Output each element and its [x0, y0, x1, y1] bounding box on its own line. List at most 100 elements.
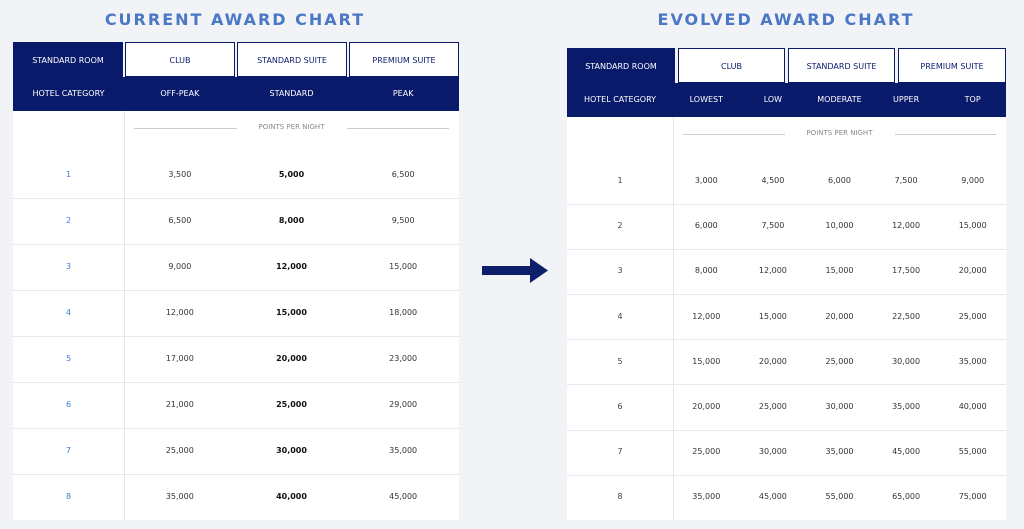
points-cell: 6,000: [694, 221, 718, 231]
category-cell: 3: [617, 266, 623, 276]
column-header: HOTEL CATEGORY: [583, 95, 657, 104]
category-cell: 7: [617, 447, 623, 457]
column-divider: [124, 111, 125, 520]
row-divider: [567, 474, 1006, 476]
points-cell: 25,000: [276, 400, 307, 409]
points-cell: 9,000: [168, 262, 192, 271]
points-cell: 29,000: [389, 400, 418, 409]
tab[interactable]: STANDARD SUITE: [788, 48, 895, 83]
tab[interactable]: STANDARD ROOM: [13, 42, 123, 77]
points-cell: 25,000: [165, 446, 194, 455]
points-cell: 15,000: [758, 311, 787, 321]
panel-title: EVOLVED AWARD CHART: [657, 10, 915, 29]
tab[interactable]: CLUB: [125, 42, 235, 77]
category-cell: 6: [65, 400, 72, 409]
points-cell: 40,000: [958, 402, 987, 411]
points-cell: 4,500: [761, 176, 785, 185]
table-body: [567, 83, 1006, 520]
column-header: OFF-PEAK: [160, 89, 200, 98]
points-cell: 15,000: [389, 262, 418, 271]
tab[interactable]: CLUB: [678, 48, 785, 83]
points-cell: 6,500: [391, 170, 415, 179]
points-cell: 3,500: [168, 170, 192, 179]
row-divider: [13, 382, 459, 383]
column-header: PEAK: [392, 89, 414, 98]
points-cell: 35,000: [892, 402, 921, 411]
points-cell: 12,000: [758, 266, 787, 276]
points-cell: 12,000: [692, 311, 721, 321]
points-cell: 17,000: [165, 354, 194, 363]
row-divider: [13, 198, 459, 199]
points-cell: 17,500: [892, 266, 921, 276]
category-cell: 8: [65, 492, 72, 501]
arrow: [482, 258, 548, 283]
row-divider: [13, 290, 459, 291]
points-cell: 30,000: [758, 447, 787, 457]
points-cell: 25,000: [758, 402, 787, 411]
points-cell: 20,000: [825, 311, 854, 321]
row-divider: [567, 203, 1006, 205]
points-cell: 18,000: [389, 308, 418, 317]
points-cell: 30,000: [276, 446, 307, 455]
column-header: MODERATE: [817, 95, 862, 104]
category-cell: 2: [617, 221, 623, 231]
points-cell: 55,000: [958, 447, 987, 457]
category-cell: 2: [65, 216, 72, 225]
column-header: LOW: [763, 95, 783, 104]
points-cell: 35,000: [825, 447, 854, 457]
row-divider: [13, 474, 459, 475]
points-cell: 10,000: [825, 221, 854, 231]
points-cell: 35,000: [692, 492, 721, 502]
points-cell: 25,000: [825, 356, 854, 366]
category-cell: 5: [65, 354, 72, 363]
points-cell: 12,000: [165, 308, 194, 317]
points-cell: 30,000: [825, 402, 854, 411]
tab[interactable]: STANDARD SUITE: [237, 42, 347, 77]
header-row: [13, 77, 459, 111]
row-divider: [567, 384, 1006, 386]
points-cell: 25,000: [958, 311, 987, 321]
column-divider: [673, 117, 674, 520]
points-cell: 7,500: [894, 176, 918, 185]
category-cell: 4: [617, 311, 623, 321]
points-cell: 15,000: [958, 221, 987, 231]
row-divider: [567, 248, 1006, 250]
category-cell: 6: [617, 402, 623, 411]
category-cell: 1: [617, 176, 623, 185]
row-divider: [13, 336, 459, 337]
points-cell: 20,000: [692, 402, 721, 411]
column-header: UPPER: [893, 95, 920, 104]
points-cell: 45,000: [389, 492, 418, 501]
points-cell: 20,000: [276, 354, 307, 363]
points-cell: 12,000: [892, 221, 921, 231]
category-cell: 4: [65, 308, 72, 317]
points-cell: 25,000: [692, 447, 721, 457]
points-cell: 45,000: [892, 447, 921, 457]
points-cell: 15,000: [692, 356, 721, 366]
header-row: [567, 83, 1006, 117]
points-cell: 6,000: [828, 176, 851, 185]
points-cell: 8,000: [278, 216, 305, 225]
points-cell: 65,000: [892, 492, 921, 502]
points-cell: 3,000: [694, 176, 718, 185]
subheader: POINTS PER NIGHT: [784, 130, 895, 137]
points-cell: 23,000: [389, 354, 418, 363]
tab[interactable]: PREMIUM SUITE: [349, 42, 459, 77]
panel-title: CURRENT AWARD CHART: [104, 10, 366, 29]
tab[interactable]: PREMIUM SUITE: [898, 48, 1006, 83]
points-cell: 15,000: [825, 266, 854, 276]
subheader: POINTS PER NIGHT: [236, 124, 347, 131]
points-cell: 9,000: [961, 176, 985, 185]
category-cell: 8: [617, 492, 623, 502]
points-cell: 30,000: [892, 356, 921, 366]
points-cell: 22,500: [892, 311, 921, 321]
points-cell: 55,000: [825, 492, 854, 502]
points-cell: 15,000: [276, 308, 307, 317]
points-cell: 45,000: [758, 492, 787, 502]
row-divider: [13, 244, 459, 245]
column-header: STANDARD: [269, 89, 314, 98]
tab[interactable]: STANDARD ROOM: [567, 48, 675, 83]
points-cell: 12,000: [276, 262, 307, 271]
row-divider: [13, 428, 459, 429]
